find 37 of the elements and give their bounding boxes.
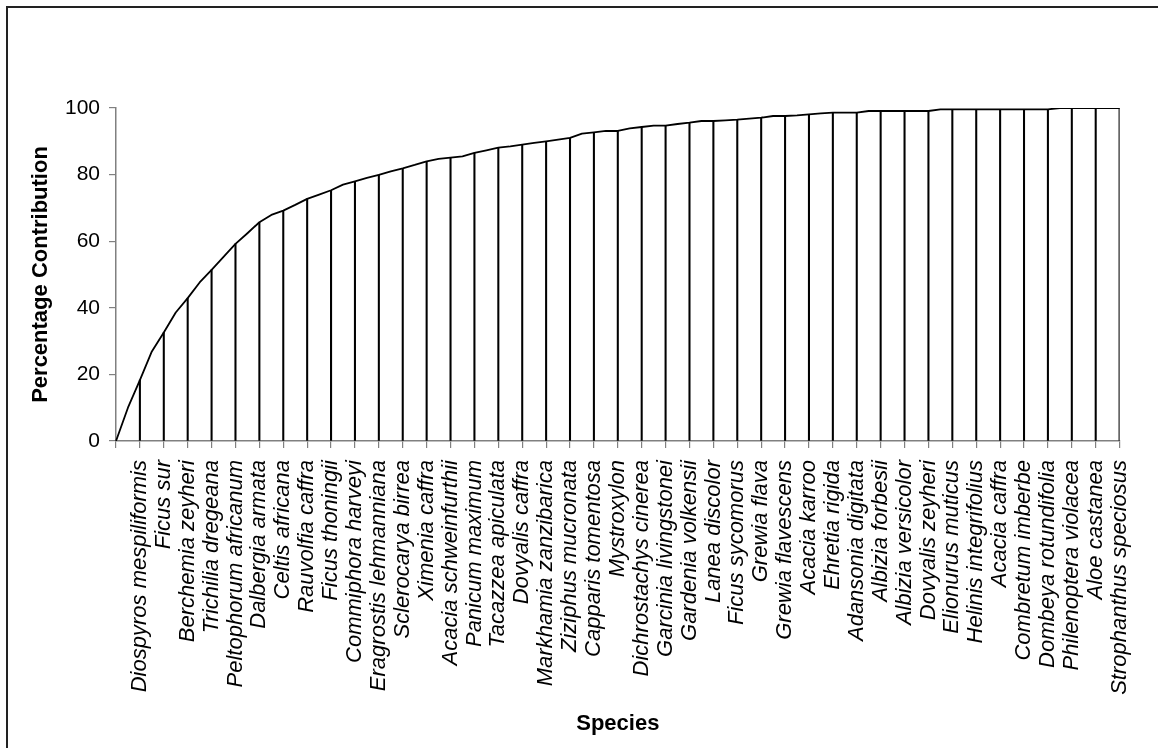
x-tick-label: Ficus thoningii [317,458,343,601]
x-tick-label: Lanea discolor [699,458,725,604]
x-tick-label: Albizia versicolor [890,458,916,628]
x-tick-label: Grewia flava [747,460,773,583]
x-tick-label: Acacia caffra [986,460,1012,590]
x-tick-label: Ficus sycomorus [723,460,749,626]
x-tick-label: Ehretia rigida [818,460,844,590]
x-tick-label: Tacazzea apiculata [484,460,510,648]
y-tick-label: 0 [88,427,100,451]
x-tick-label: Grewia flavescens [771,460,797,640]
x-tick-label: Markhamia zanzibarica [532,460,558,687]
x-axis-title: Species [576,709,660,735]
x-tick-label: Rauvolfia caffra [293,460,319,613]
x-tick-label: Dalbergia armata [245,460,271,629]
x-tick-label: Strophanthus speciosus [1105,460,1131,695]
x-tick-label: Mystroxylon [603,460,629,578]
y-tick-label: 80 [76,161,100,185]
x-tick-label: Combretum imberbe [1010,460,1036,661]
x-tick-label: Commiphora harveyi [341,458,367,663]
y-tick-label: 40 [76,294,100,318]
x-tick-label: Dombeya rotundifolia [1034,460,1060,668]
x-tick-label: Sclerocarya birrea [388,460,414,639]
x-tick-label: Dovyalis caffra [508,460,534,605]
x-tick-label: Diospyros mespiliformis [126,460,152,693]
x-tick-label: Dovyalis zeyheri [914,458,940,621]
x-tick-label: Celtis africana [269,460,295,600]
x-tick-label: Capparis tomentosa [580,460,606,657]
x-tick-label: Acacia karroo [795,460,821,597]
x-tick-label: Ziziphus mucronata [556,460,582,653]
x-tick-label: Berchemia zeyheri [173,458,199,643]
y-axis-title: Percentage Contribution [27,146,53,403]
x-tick-label: Panicum maximum [460,460,486,648]
y-tick-label: 20 [76,361,100,385]
x-tick-label: Helinis integrifolius [962,460,988,644]
x-tick-label: Acacia schweinfurthii [436,458,462,668]
y-tick-label: 100 [64,94,100,118]
y-tick-label: 60 [76,228,100,251]
